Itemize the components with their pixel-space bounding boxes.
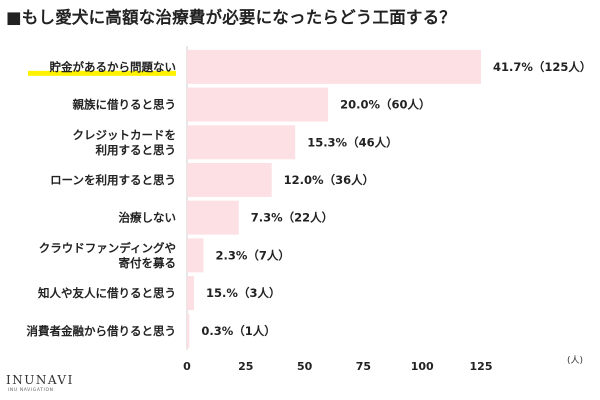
category-label-1: 親族に借りると思う	[73, 98, 177, 112]
brand-tagline: INU NAVIGATION	[8, 388, 54, 393]
chart-title: ■もし愛犬に高額な治療費が必要になったらどう工面する？	[6, 8, 456, 27]
bar-2	[187, 125, 296, 160]
category-highlight	[28, 70, 176, 76]
x-tick-label-2: 50	[297, 360, 313, 373]
x-tick-label-5: 125	[470, 360, 493, 373]
value-label-4: 7.3%（22人）	[251, 211, 333, 225]
bar-5	[187, 238, 204, 273]
value-label-0: 41.7%（125人）	[493, 60, 591, 74]
bar-0	[187, 49, 481, 84]
category-label-7: 消費者金融から借りると思う	[27, 324, 177, 338]
x-tick-label-0: 0	[183, 360, 191, 373]
category-label-3: ローンを利用すると思う	[50, 173, 176, 187]
x-tick-label-3: 75	[356, 360, 371, 373]
bar-4	[187, 200, 239, 235]
value-label-3: 12.0%（36人）	[284, 173, 374, 187]
category-label-2-1: 利用すると思う	[95, 143, 177, 157]
category-label-2-0: クレジットカードを	[73, 128, 177, 142]
value-label-6: 15.%（3人）	[206, 286, 280, 300]
bar-7	[187, 313, 190, 348]
value-label-1: 20.0%（60人）	[340, 98, 430, 112]
brand-logo: INUNAVI	[6, 373, 74, 387]
bar-1	[187, 87, 329, 122]
category-label-5-1: 寄付を募る	[119, 256, 177, 270]
category-label-6: 知人や友人に借りると思う	[37, 286, 176, 300]
value-label-7: 0.3%（1人）	[201, 324, 275, 338]
x-tick-label-1: 25	[238, 360, 253, 373]
category-label-5-0: クラウドファンディングや	[39, 241, 176, 255]
value-label-2: 15.3%（46人）	[307, 135, 397, 149]
bar-6	[187, 276, 195, 311]
x-tick-label-4: 100	[411, 360, 434, 373]
x-unit-label: (人)	[567, 355, 583, 366]
category-label-4: 治療しない	[119, 211, 177, 225]
category-label-0: 貯金があるから問題ない	[50, 60, 177, 74]
value-label-5: 2.3%（7人）	[215, 248, 289, 262]
bar-3	[187, 162, 272, 197]
